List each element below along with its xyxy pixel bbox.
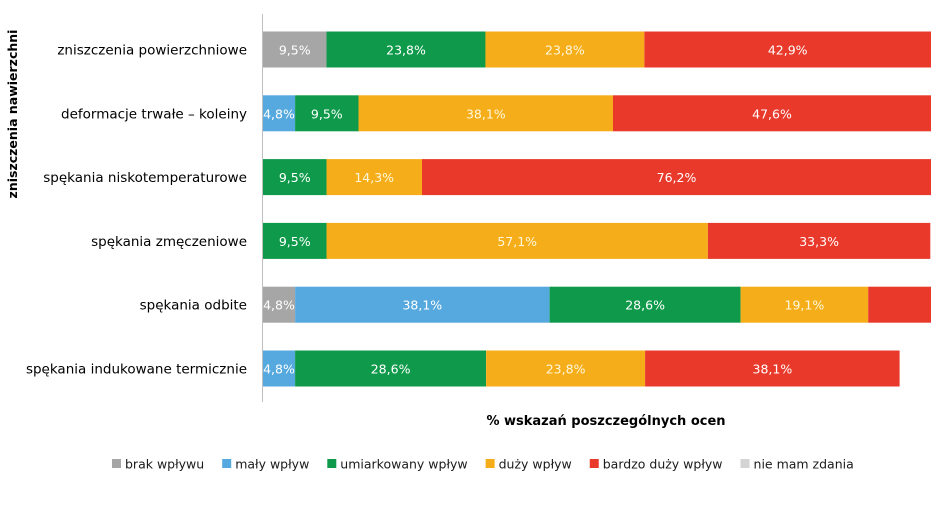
data-label: 28,6% <box>625 298 665 313</box>
bar-segment-bardzo-duzy-wplyw <box>422 159 931 196</box>
bar-segment-duzy-wplyw <box>740 286 869 323</box>
bar-segment-duzy-wplyw <box>486 350 646 387</box>
data-label: 19,1% <box>785 298 825 313</box>
data-label: 38,1% <box>753 362 793 377</box>
bar-segment-umiarkowany-wplyw <box>295 95 359 132</box>
data-label: 4,8% <box>263 298 295 313</box>
bar-segment-umiarkowany-wplyw <box>263 159 327 196</box>
data-label: 14,3% <box>354 170 394 185</box>
category-label: spękania zmęczeniowe <box>91 234 247 250</box>
data-label: 42,9% <box>768 43 808 58</box>
data-label: 9,5% <box>279 43 311 58</box>
legend-swatch-duzy-wplyw <box>485 459 495 468</box>
legend-label: mały wpływ <box>235 457 309 472</box>
data-label: 38,1% <box>466 106 506 121</box>
bar-segment-duzy-wplyw <box>485 31 645 68</box>
bar-segment-bardzo-duzy-wplyw <box>644 31 931 68</box>
legend-swatch-brak-wplywu <box>112 459 121 468</box>
data-label: 23,8% <box>545 43 585 58</box>
category-label: spękania niskotemperaturowe <box>43 170 247 186</box>
bar-segment-brak-wplywu <box>263 31 327 68</box>
data-label: 47,6% <box>752 106 792 121</box>
data-label: 33,3% <box>799 234 839 249</box>
x-axis-title: % wskazań poszczególnych ocen <box>486 414 725 429</box>
data-label: 9,5% <box>279 170 311 185</box>
data-label: 4,8% <box>263 362 295 377</box>
bar-segment-umiarkowany-wplyw <box>295 350 487 387</box>
data-label: 76,2% <box>657 170 697 185</box>
data-label: 38,1% <box>402 298 442 313</box>
bar-segment-maly-wplyw <box>295 286 550 323</box>
bar-segment-duzy-wplyw <box>326 222 708 259</box>
category-label: spękania indukowane termicznie <box>26 362 247 378</box>
category-label: deformacje trwałe – koleiny <box>61 106 247 122</box>
bar-segment-bardzo-duzy-wplyw <box>868 286 931 323</box>
bar-segment-maly-wplyw <box>263 350 296 387</box>
category-label: zniszczenia powierzchniowe <box>57 43 247 59</box>
legend-label: nie mam zdania <box>754 457 854 472</box>
data-label: 4,8% <box>263 106 295 121</box>
legend-swatch-nie-mam-zdania <box>740 459 750 468</box>
legend-swatch-umiarkowany-wplyw <box>327 459 337 468</box>
bar-segment-bardzo-duzy-wplyw <box>613 95 931 132</box>
bar-segment-bardzo-duzy-wplyw <box>645 350 900 387</box>
data-label: 23,8% <box>546 362 586 377</box>
bar-segment-umiarkowany-wplyw <box>263 222 327 259</box>
bar-segment-umiarkowany-wplyw <box>326 31 486 68</box>
category-label: spękania odbite <box>140 298 247 314</box>
data-label: 28,6% <box>371 362 411 377</box>
legend-label: duży wpływ <box>499 457 572 472</box>
data-label: 57,1% <box>497 234 537 249</box>
legend-label: brak wpływu <box>125 457 204 472</box>
bar-segment-bardzo-duzy-wplyw <box>707 222 931 259</box>
bar-segment-duzy-wplyw <box>358 95 613 132</box>
data-label: 23,8% <box>386 43 426 58</box>
legend-swatch-maly-wplyw <box>222 459 232 468</box>
legend-label: umiarkowany wpływ <box>340 457 467 472</box>
bar-segment-duzy-wplyw <box>326 159 422 196</box>
bar-segment-brak-wplywu <box>263 286 296 323</box>
data-label: 9,5% <box>311 106 343 121</box>
bar-segment-maly-wplyw <box>263 95 296 132</box>
data-label: 9,5% <box>279 234 311 249</box>
y-axis-title: zniszczenia nawierzchni <box>5 30 20 199</box>
bar-segment-umiarkowany-wplyw <box>549 286 741 323</box>
legend-label: bardzo duży wpływ <box>603 457 723 472</box>
legend-swatch-bardzo-duzy-wplyw <box>589 459 599 468</box>
